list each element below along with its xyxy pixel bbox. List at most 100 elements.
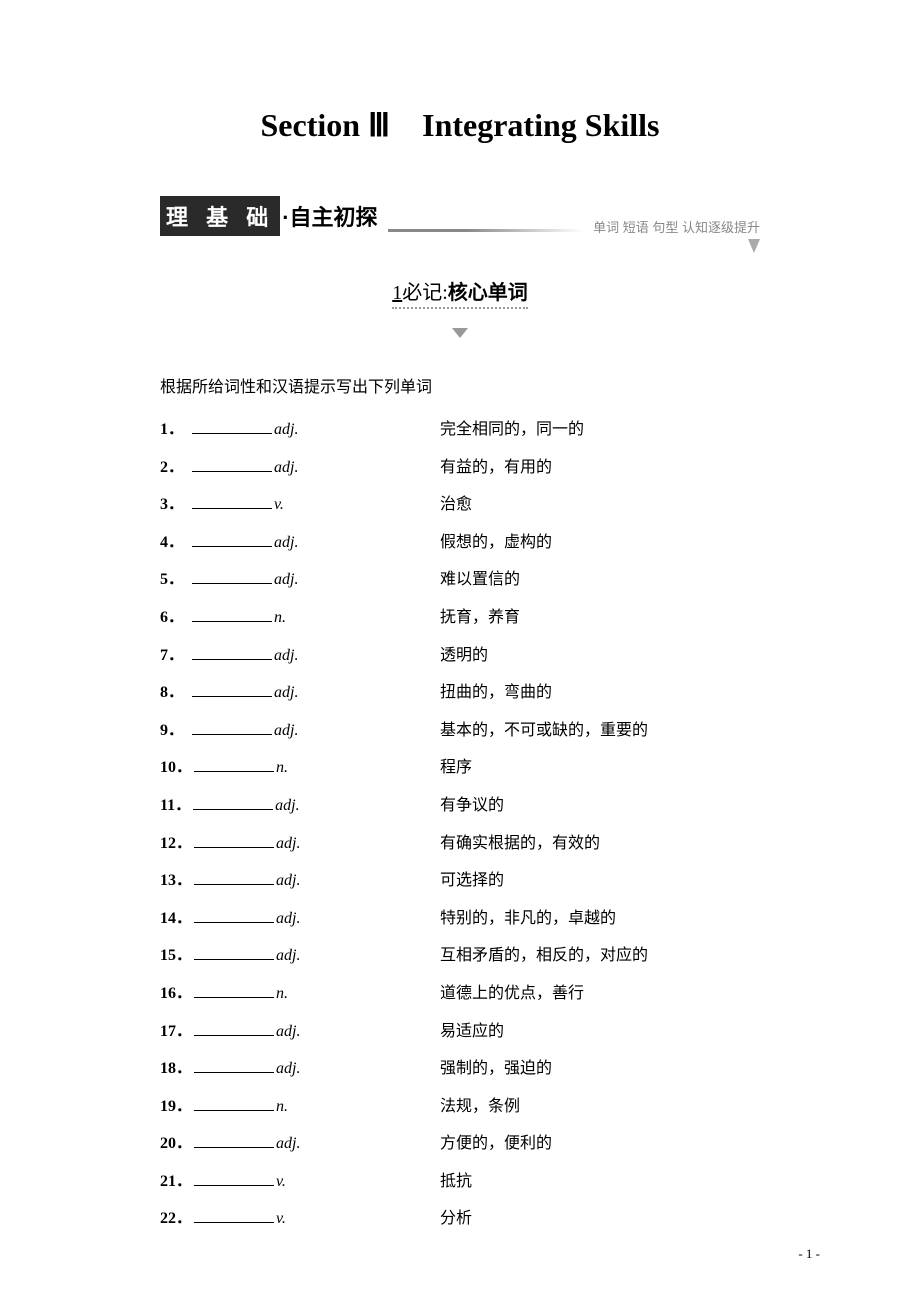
item-meaning: 互相矛盾的，相反的，对应的 (440, 943, 648, 969)
item-number: 6． (160, 605, 190, 631)
list-item: 3．v.治愈 (160, 492, 760, 518)
part-of-speech: adj. (276, 906, 326, 932)
page-number: - 1 - (798, 1246, 820, 1262)
list-item: 17． adj. 易适应的 (160, 1019, 760, 1045)
list-item: 18． adj. 强制的，强迫的 (160, 1056, 760, 1082)
list-item: 21． v. 抵抗 (160, 1169, 760, 1195)
part-of-speech: v. (276, 1169, 326, 1195)
item-number: 7． (160, 643, 190, 669)
list-item: 12．adj.有确实根据的，有效的 (160, 831, 760, 857)
page-title: Section Ⅲ Integrating Skills (160, 100, 760, 146)
item-meaning: 抚育，养育 (440, 605, 520, 631)
list-item: 4． adj. 假想的，虚构的 (160, 530, 760, 556)
fill-blank (192, 546, 272, 547)
item-meaning: 难以置信的 (440, 567, 520, 593)
part-of-speech: adj. (274, 530, 324, 556)
part-of-speech: n. (276, 981, 326, 1007)
item-number: 1． (160, 417, 190, 443)
fill-blank (192, 659, 272, 660)
item-number: 11． (160, 793, 191, 819)
part-of-speech: adj. (276, 868, 326, 894)
item-meaning: 易适应的 (440, 1019, 504, 1045)
fill-blank (194, 1222, 274, 1223)
item-meaning: 基本的，不可或缺的，重要的 (440, 718, 648, 744)
fill-blank (194, 1110, 274, 1111)
fill-blank (194, 959, 274, 960)
item-number: 12． (160, 831, 192, 857)
item-meaning: 扭曲的，弯曲的 (440, 680, 552, 706)
item-meaning: 透明的 (440, 643, 488, 669)
item-number: 3． (160, 492, 190, 518)
fill-blank (192, 471, 272, 472)
list-item: 22． v. 分析 (160, 1206, 760, 1232)
part-of-speech: adj. (274, 567, 324, 593)
item-number: 20． (160, 1131, 192, 1157)
part-of-speech: v. (274, 492, 324, 518)
part-of-speech: adj. (275, 793, 325, 819)
list-item: 6．n.抚育，养育 (160, 605, 760, 631)
list-item: 5． adj. 难以置信的 (160, 567, 760, 593)
fill-blank (194, 1147, 274, 1148)
subtitle: 1必记:核心单词 (392, 276, 528, 309)
part-of-speech: adj. (274, 417, 324, 443)
fill-blank (194, 847, 274, 848)
part-of-speech: adj. (274, 455, 324, 481)
item-number: 13． (160, 868, 192, 894)
item-number: 18． (160, 1056, 192, 1082)
list-item: 14．adj.特别的，非凡的，卓越的 (160, 906, 760, 932)
item-number: 4． (160, 530, 190, 556)
list-item: 19．n.法规，条例 (160, 1094, 760, 1120)
subtitle-number: 1 (392, 282, 402, 304)
subtitle-arrow (160, 325, 760, 343)
list-item: 8．adj.扭曲的，弯曲的 (160, 680, 760, 706)
part-of-speech: adj. (276, 1131, 326, 1157)
subtitle-normal: 必记: (402, 282, 448, 304)
item-meaning: 程序 (440, 755, 472, 781)
header-rest-text: ·自主初探 (280, 200, 377, 232)
triangle-down-icon (452, 328, 468, 338)
section-header: 理 基 础 ·自主初探 单词 短语 句型 认知逐级提升 (160, 196, 760, 236)
part-of-speech: adj. (274, 680, 324, 706)
list-item: 15．adj.互相矛盾的，相反的，对应的 (160, 943, 760, 969)
fill-blank (194, 1072, 274, 1073)
item-number: 17． (160, 1019, 192, 1045)
item-number: 10． (160, 755, 192, 781)
item-meaning: 强制的，强迫的 (440, 1056, 552, 1082)
list-item: 1． adj. 完全相同的，同一的 (160, 417, 760, 443)
part-of-speech: n. (276, 1094, 326, 1120)
item-meaning: 抵抗 (440, 1169, 472, 1195)
part-of-speech: adj. (276, 1019, 326, 1045)
item-number: 15． (160, 943, 192, 969)
header-boxed-text: 理 基 础 (160, 196, 280, 236)
fill-blank (192, 621, 272, 622)
list-item: 13． adj. 可选择的 (160, 868, 760, 894)
item-meaning: 方便的，便利的 (440, 1131, 552, 1157)
header-divider-line (388, 229, 584, 232)
item-number: 22． (160, 1206, 192, 1232)
instruction-text: 根据所给词性和汉语提示写出下列单词 (160, 373, 760, 397)
fill-blank (192, 734, 272, 735)
item-meaning: 完全相同的，同一的 (440, 417, 584, 443)
fill-blank (192, 583, 272, 584)
item-meaning: 有益的，有用的 (440, 455, 552, 481)
fill-blank (194, 922, 274, 923)
item-number: 2． (160, 455, 190, 481)
item-number: 5． (160, 567, 190, 593)
item-meaning: 法规，条例 (440, 1094, 520, 1120)
item-number: 21． (160, 1169, 192, 1195)
item-meaning: 可选择的 (440, 868, 504, 894)
item-meaning: 假想的，虚构的 (440, 530, 552, 556)
item-meaning: 有确实根据的，有效的 (440, 831, 600, 857)
fill-blank (194, 1035, 274, 1036)
fill-blank (194, 1185, 274, 1186)
part-of-speech: n. (276, 755, 326, 781)
fill-blank (192, 696, 272, 697)
vocabulary-list: 1．adj.完全相同的，同一的2．adj.有益的，有用的3．v.治愈4．adj.… (160, 417, 760, 1232)
list-item: 10． n. 程序 (160, 755, 760, 781)
item-meaning: 分析 (440, 1206, 472, 1232)
part-of-speech: adj. (276, 1056, 326, 1082)
list-item: 7．adj.透明的 (160, 643, 760, 669)
part-of-speech: v. (276, 1206, 326, 1232)
item-meaning: 有争议的 (440, 793, 504, 819)
fill-blank (194, 771, 274, 772)
